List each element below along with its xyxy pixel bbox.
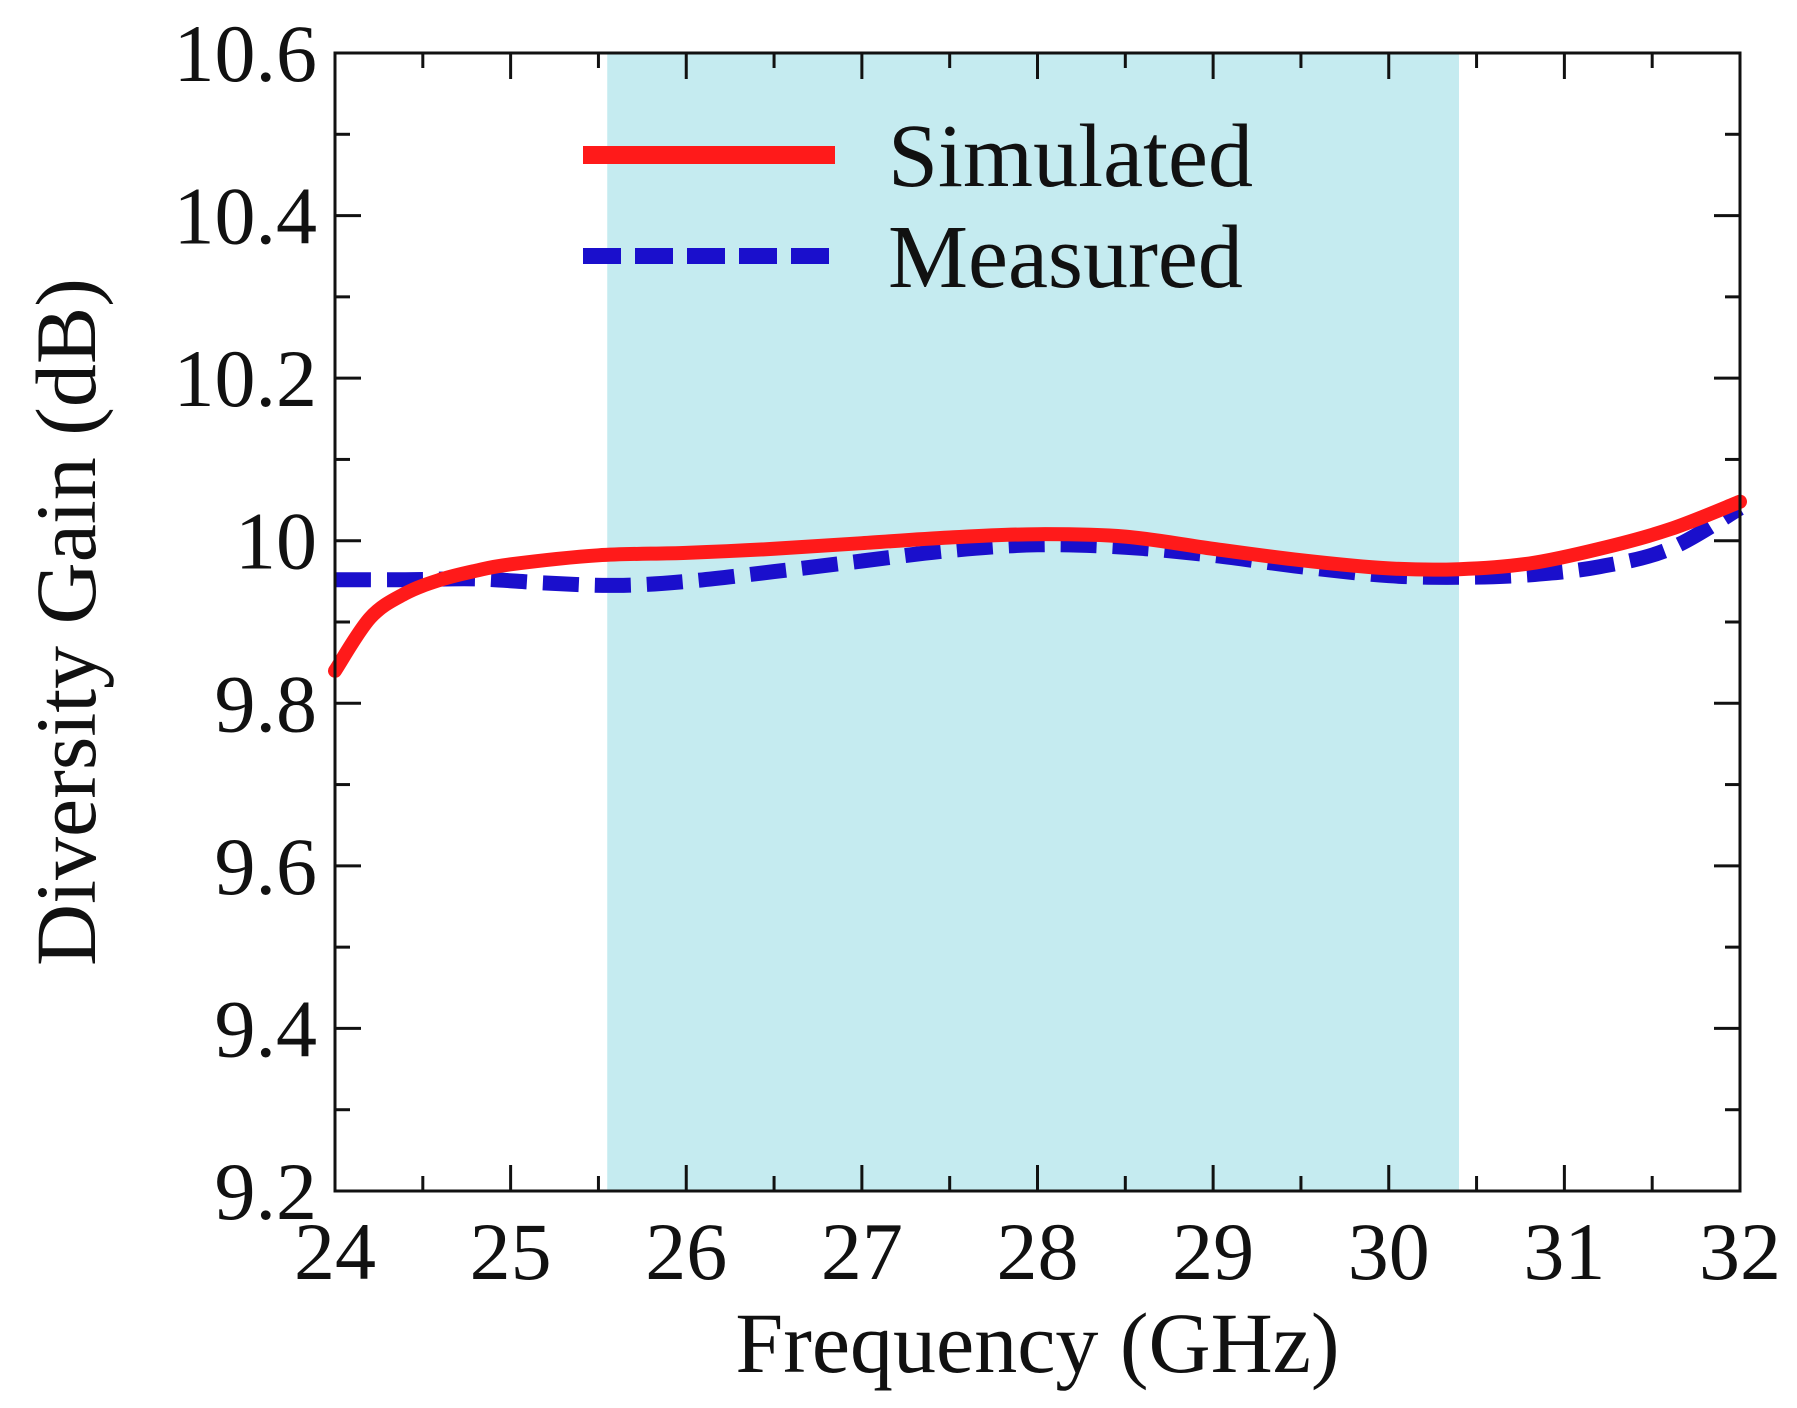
x-tick-label: 27 — [821, 1206, 903, 1297]
legend: Simulated Measured — [583, 107, 1253, 307]
series-line-simulated — [328, 494, 1747, 678]
y-tick-label: 9.8 — [215, 658, 318, 749]
x-axis-label: Frequency (GHz) — [735, 1295, 1339, 1391]
legend-label-simulated: Simulated — [888, 107, 1253, 206]
x-tick-label: 25 — [470, 1206, 552, 1297]
x-tick-label: 31 — [1523, 1206, 1605, 1297]
x-tick-label: 28 — [997, 1206, 1079, 1297]
x-tick-label: 26 — [645, 1206, 727, 1297]
x-tick-label: 29 — [1172, 1206, 1254, 1297]
legend-label-measured: Measured — [888, 208, 1243, 307]
series-line-measured — [334, 501, 1744, 593]
y-tick-label: 9.6 — [215, 821, 318, 912]
shaded-band — [607, 53, 1459, 1191]
y-axis-label: Diversity Gain (dB) — [18, 278, 114, 966]
x-tick-label: 30 — [1348, 1206, 1430, 1297]
y-tick-label: 9.4 — [215, 983, 318, 1074]
y-tick-label: 10.4 — [174, 171, 318, 262]
y-tick-label: 10.2 — [174, 333, 318, 424]
x-tick-label: 32 — [1699, 1206, 1781, 1297]
x-tick-label: 24 — [294, 1206, 376, 1297]
tick-labels: 24 25 26 27 28 29 30 31 32 9.2 9.4 9.6 9.8 10 10.2 10.4… — [174, 8, 1782, 1297]
series-lines — [328, 494, 1747, 678]
plot-area-frame — [333, 51, 1742, 1193]
y-tick-label: 9.2 — [215, 1146, 318, 1237]
y-tick-label: 10 — [235, 496, 317, 587]
y-tick-label: 10.6 — [174, 8, 318, 99]
